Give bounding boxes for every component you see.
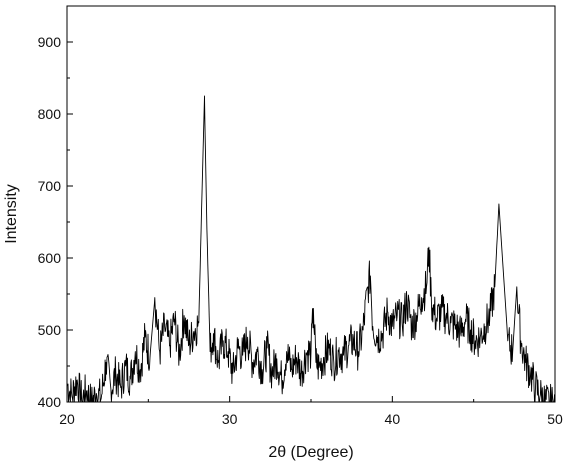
y-tick-label: 700 [38,178,62,194]
y-tick-label: 900 [38,34,62,50]
x-tick-label: 30 [222,411,238,427]
x-tick-label: 40 [385,411,401,427]
x-axis-title: 2θ (Degree) [268,444,353,461]
y-tick-label: 400 [38,394,62,410]
y-tick-label: 600 [38,250,62,266]
diffraction-series-line [66,95,556,403]
y-tick-label: 500 [38,322,62,338]
x-tick-label: 20 [59,411,75,427]
x-axis-ticks: 20 30 40 50 [59,396,563,427]
y-axis-title: Intensity [3,184,20,244]
x-tick-label: 50 [547,411,563,427]
y-axis-ticks: 400 500 600 700 800 900 [38,34,73,410]
y-tick-label: 800 [38,106,62,122]
